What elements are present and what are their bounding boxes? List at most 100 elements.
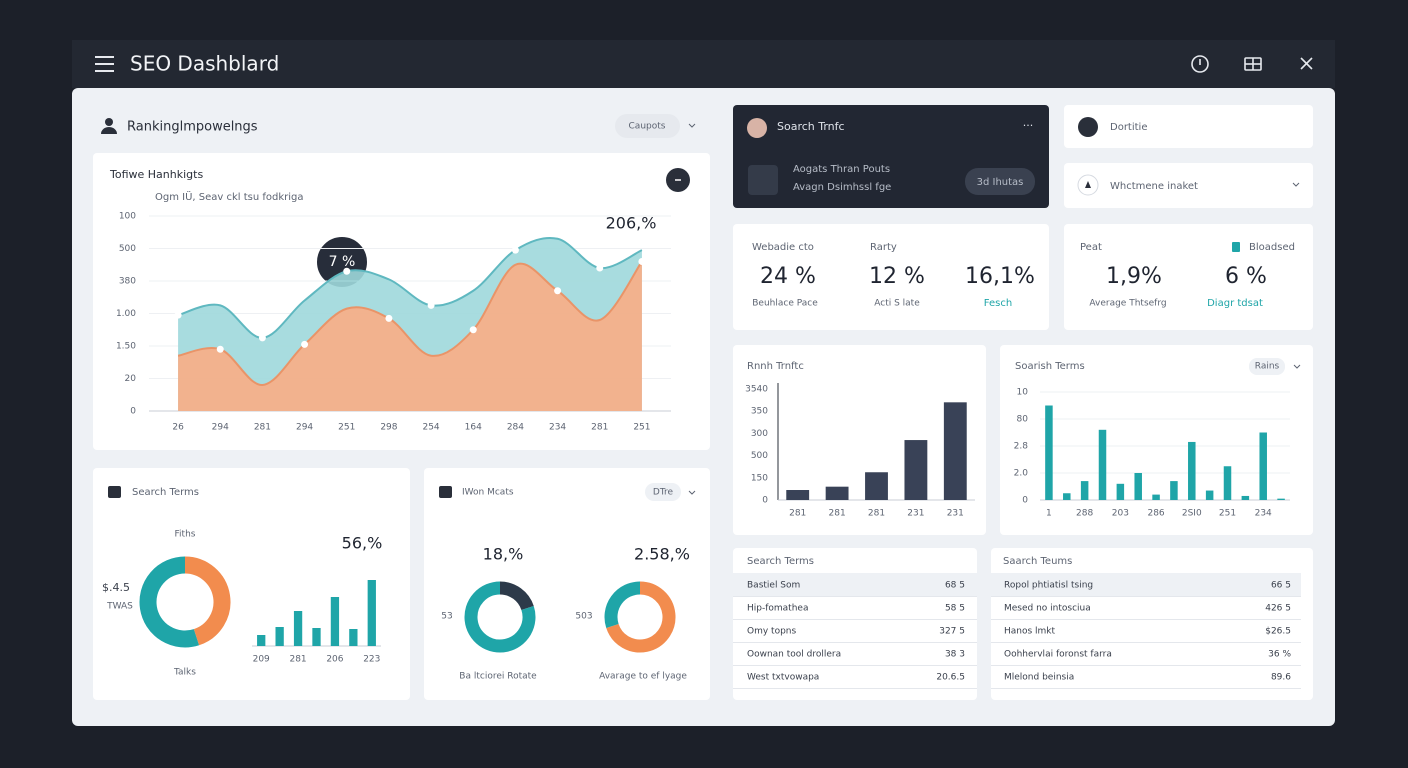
donut-segment bbox=[499, 581, 534, 611]
x-tick-label: 281 bbox=[868, 509, 885, 519]
user-icon bbox=[101, 118, 117, 134]
stat-header: Bloadsed bbox=[1249, 242, 1295, 253]
area bbox=[178, 261, 642, 411]
x-tick-label: 231 bbox=[907, 509, 924, 519]
x-tick-label: 26 bbox=[172, 423, 184, 433]
bar bbox=[1277, 498, 1285, 500]
table-cell: Hip-fomathea bbox=[747, 604, 808, 614]
donut-segment bbox=[184, 556, 231, 646]
bar bbox=[1116, 483, 1125, 500]
stat-value: 12 % bbox=[869, 264, 925, 289]
card-text: Avagn Dsimhssl fge bbox=[793, 182, 891, 193]
table-cell: 36 % bbox=[1268, 650, 1291, 660]
dropdown[interactable] bbox=[615, 114, 680, 138]
x-tick-label: 281 bbox=[254, 423, 271, 433]
stat-caption: Fesch bbox=[984, 298, 1012, 309]
point bbox=[427, 301, 435, 309]
side-item-card[interactable] bbox=[1064, 163, 1313, 208]
donut-segment bbox=[604, 581, 641, 628]
bar bbox=[1063, 493, 1071, 500]
chevron[interactable] bbox=[1292, 182, 1300, 187]
chevron[interactable] bbox=[688, 490, 696, 495]
chart-subtitle: Ogm IÜ, Seav ckl tsu fodkriga bbox=[155, 190, 304, 203]
x-tick-label: 254 bbox=[422, 423, 439, 433]
percent: 18,% bbox=[483, 545, 524, 564]
x-tick-label: 234 bbox=[1255, 509, 1272, 519]
x-tick-label: 251 bbox=[338, 423, 355, 433]
traffic-button[interactable] bbox=[965, 168, 1035, 195]
bar bbox=[1098, 429, 1107, 500]
side-item-card[interactable] bbox=[1064, 105, 1313, 148]
close-icon[interactable] bbox=[1300, 57, 1313, 70]
x-tick-label: 164 bbox=[465, 423, 482, 433]
table-cell: 327 5 bbox=[939, 627, 965, 637]
search-terms-card bbox=[93, 468, 410, 700]
percent: 56,% bbox=[342, 534, 383, 553]
x-tick-label: 251 bbox=[633, 423, 650, 433]
x-tick-label: 281 bbox=[829, 509, 846, 519]
point bbox=[301, 340, 309, 348]
point bbox=[385, 314, 393, 322]
point bbox=[554, 287, 562, 295]
table-cell: 426 5 bbox=[1265, 604, 1291, 614]
y-tick-label: 20 bbox=[125, 374, 137, 384]
dropdown[interactable] bbox=[645, 483, 681, 501]
legend-icon bbox=[1232, 242, 1240, 252]
stat-header: Webadie cto bbox=[752, 242, 814, 253]
caption: Avarage to ef lyage bbox=[599, 672, 687, 682]
dropdown-label: Rains bbox=[1255, 362, 1280, 372]
chevron[interactable] bbox=[688, 123, 696, 128]
chevron[interactable] bbox=[1293, 364, 1301, 369]
bar bbox=[865, 472, 888, 500]
table-cell: Ropol phtiatisl tsing bbox=[1004, 581, 1093, 591]
table-cell: 66 5 bbox=[1271, 581, 1291, 591]
chart-title: Tofiwe Hanhkigts bbox=[109, 168, 203, 181]
traffic-icon bbox=[748, 165, 778, 195]
point bbox=[343, 267, 351, 275]
x-tick-label: 1 bbox=[1046, 509, 1052, 519]
more-icon[interactable]: ··· bbox=[1023, 119, 1034, 132]
y-tick-label: 380 bbox=[119, 277, 136, 287]
dropdown[interactable] bbox=[1249, 358, 1285, 375]
y-tick-label: 2.0 bbox=[1014, 469, 1029, 479]
stat-header: Rarty bbox=[870, 242, 897, 253]
point bbox=[469, 326, 477, 334]
clock-icon[interactable] bbox=[1191, 55, 1209, 73]
table-cell: Mlelond beinsia bbox=[1004, 673, 1074, 683]
table-cell: 20.6.5 bbox=[936, 673, 965, 683]
y-tick-label: 10 bbox=[1017, 388, 1029, 398]
bar bbox=[312, 628, 321, 646]
stat-header: Peat bbox=[1080, 242, 1102, 253]
x-tick-label: 281 bbox=[289, 655, 306, 665]
donut-segment bbox=[606, 581, 676, 653]
table-cell: West txtvowapa bbox=[747, 673, 819, 683]
layout-icon[interactable] bbox=[1244, 57, 1262, 71]
x-tick-label: 298 bbox=[380, 423, 397, 433]
table-cell: Bastiel Som bbox=[747, 581, 800, 591]
x-tick-label: 231 bbox=[947, 509, 964, 519]
card-text: Aogats Thran Pouts bbox=[793, 164, 890, 175]
item-icon bbox=[1078, 117, 1098, 137]
stat-caption: Acti S late bbox=[874, 299, 920, 309]
table-highlight bbox=[991, 573, 1301, 596]
menu-icon[interactable] bbox=[95, 56, 114, 72]
table-title: Saarch Teums bbox=[1003, 556, 1072, 567]
x-tick-label: 294 bbox=[296, 423, 313, 433]
donut-segment bbox=[464, 581, 536, 653]
card-title: Soarch Trnfc bbox=[777, 120, 845, 133]
chart-title: Soarish Terms bbox=[1015, 361, 1085, 372]
y-tick-label: 100 bbox=[119, 212, 136, 222]
x-tick-label: 286 bbox=[1147, 509, 1164, 519]
bar bbox=[904, 440, 928, 500]
table-cell: 89.6 bbox=[1271, 673, 1291, 683]
y-tick-label: 1.50 bbox=[116, 342, 136, 352]
table-cell: Oohhervlai foronst farra bbox=[1004, 650, 1112, 660]
bar bbox=[275, 627, 284, 646]
stat-value: 6 % bbox=[1225, 264, 1267, 289]
side-value: 53 bbox=[441, 612, 452, 622]
bar bbox=[1134, 473, 1142, 500]
stat-value: 1,9% bbox=[1106, 264, 1162, 289]
side-label: TWAS bbox=[106, 602, 133, 612]
y-tick-label: 1.00 bbox=[116, 309, 136, 319]
bar bbox=[257, 635, 266, 646]
